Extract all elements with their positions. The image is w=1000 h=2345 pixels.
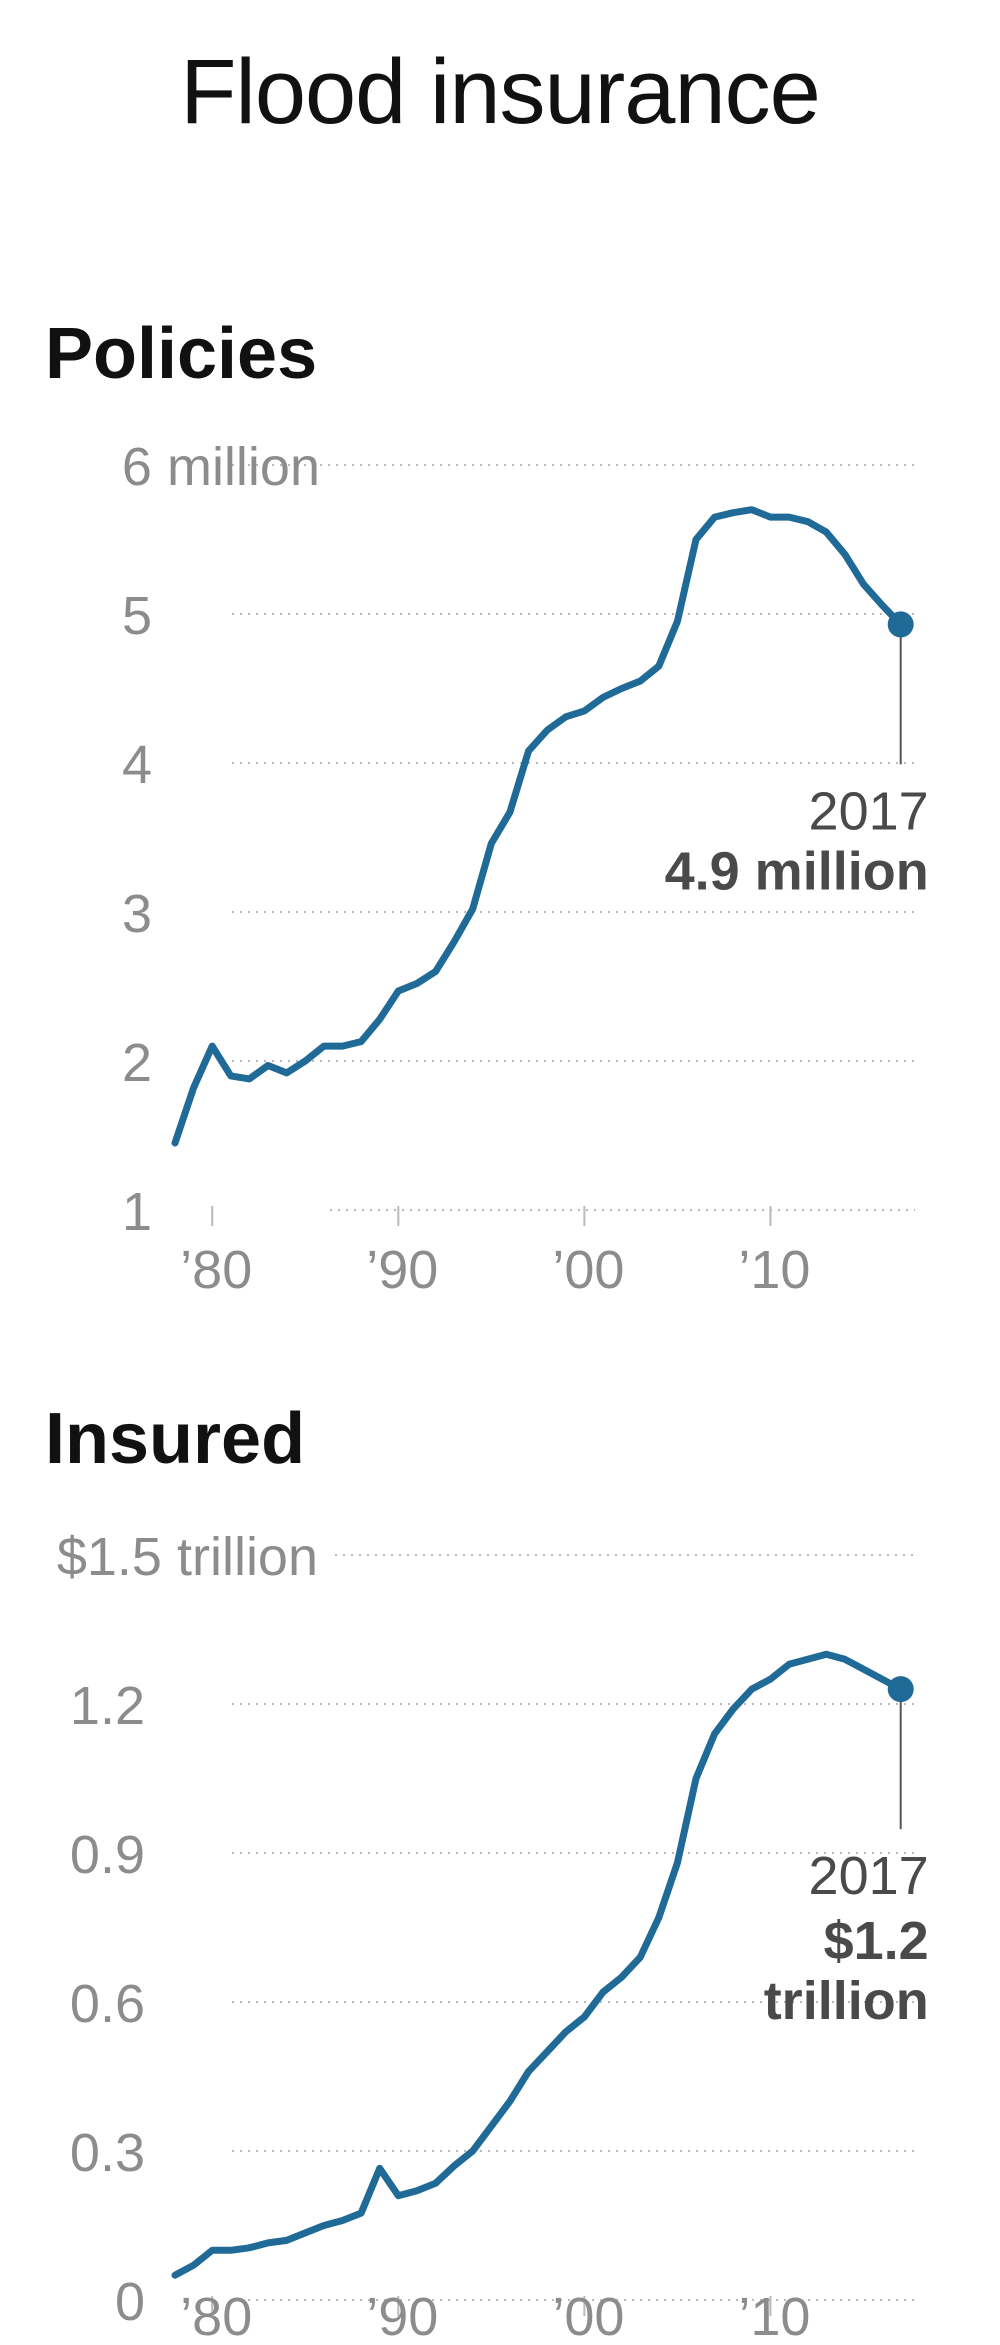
annotation-value-unit: trillion [764, 1971, 929, 2031]
y-axis-unit-label: 6 million [122, 437, 320, 497]
insured-chart: Insured 0 0.3 0.6 0.9 1.2 $1.5 trillion ’80 ’90 ’… [45, 1399, 929, 2345]
y-tick-label: 1 [122, 1182, 152, 1242]
annotation-year: 2017 [809, 1846, 929, 1906]
x-tick-label: ’90 [366, 1240, 438, 1300]
annotation-value: $1.2 [824, 1911, 929, 1971]
page-title: Flood insurance [180, 41, 821, 143]
series-line-policies [171, 506, 905, 1147]
y-tick-label: 5 [122, 586, 152, 646]
x-tick-label: ’80 [180, 2287, 252, 2345]
y-tick-label: 0 [115, 2272, 145, 2332]
x-tick-label: ’00 [552, 1240, 624, 1300]
y-tick-label: 4 [122, 735, 152, 795]
y-tick-label: 1.2 [70, 1676, 145, 1736]
y-tick-label: 2 [122, 1033, 152, 1093]
policies-chart: Policies 1 2 3 4 5 6 million ’80 ’90 ’00 ’10 20174.… [45, 314, 929, 1300]
x-tick-label: ’10 [738, 1240, 810, 1300]
endpoint-marker [887, 1676, 914, 1703]
chart-heading: Policies [45, 314, 317, 394]
annotation-year: 2017 [809, 781, 929, 841]
y-tick-label: 3 [122, 884, 152, 944]
y-tick-label: 0.3 [70, 2123, 145, 2183]
y-tick-label: 0.9 [70, 1825, 145, 1885]
y-tick-label: 0.6 [70, 1974, 145, 2034]
x-tick-label: ’80 [180, 1240, 252, 1300]
chart-heading: Insured [45, 1399, 305, 1479]
endpoint-marker [887, 611, 914, 638]
x-tick-label: ’00 [552, 2287, 624, 2345]
series-line-insured [171, 1650, 905, 2279]
x-tick-label: ’90 [366, 2287, 438, 2345]
y-axis-unit-label: $1.5 trillion [57, 1527, 318, 1587]
x-tick-label: ’10 [738, 2287, 810, 2345]
annotation-value: 4.9 million [665, 841, 929, 901]
